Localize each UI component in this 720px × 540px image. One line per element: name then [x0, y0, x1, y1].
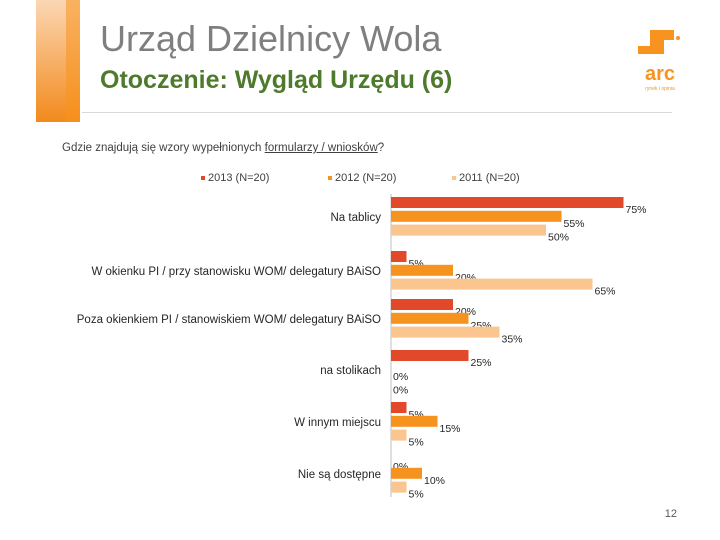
data-label-na-tablicy-2012: 55% — [564, 218, 585, 230]
data-label-na-tablicy-2011: 50% — [548, 232, 569, 244]
data-label-na-stolikach-2013: 25% — [471, 357, 492, 369]
bar-na-tablicy-2011 — [391, 224, 546, 236]
legend-label-2011: 2011 (N=20) — [459, 172, 520, 184]
bar-poza-okienkiem-2011 — [391, 326, 500, 338]
bar-w-innym-miejscu-2012 — [391, 415, 438, 427]
data-label-poza-okienkiem-2011: 35% — [502, 334, 523, 346]
bar-w-okienku-2012 — [391, 264, 453, 276]
page-title: Urząd Dzielnicy Wola — [100, 18, 442, 59]
bar-poza-okienkiem-2012 — [391, 312, 469, 324]
legend-swatch-2013 — [201, 176, 205, 181]
data-label-w-okienku-2011: 65% — [595, 286, 616, 298]
svg-text:rynek i opinia: rynek i opinia — [645, 86, 675, 92]
svg-text:arc: arc — [645, 63, 675, 85]
question-underlined: formularzy / wniosków — [264, 142, 378, 154]
bar-nie-sa-dostepne-2012 — [391, 467, 422, 479]
brand-accent-bar — [36, 0, 80, 122]
bar-na-tablicy-2012 — [391, 210, 562, 222]
data-label-w-innym-miejscu-2012: 15% — [440, 423, 461, 435]
legend-label-2013: 2013 (N=20) — [208, 172, 270, 184]
question-prefix: Gdzie znajdują się wzory wypełnionych — [62, 142, 265, 154]
legend-item-2012: 2012 (N=20) — [328, 172, 396, 184]
category-label-na-tablicy: Na tablicy — [331, 212, 382, 224]
category-label-na-stolikach: na stolikach — [320, 365, 381, 377]
legend-swatch-2012 — [328, 176, 332, 181]
category-label-poza-okienkiem: Poza okienkiem PI / stanowiskiem WOM/ de… — [77, 314, 381, 326]
bar-w-innym-miejscu-2011 — [391, 429, 407, 441]
data-label-na-stolikach-2012: 0% — [393, 371, 408, 383]
legend-item-2013: 2013 (N=20) — [201, 172, 269, 184]
bar-na-stolikach-2013 — [391, 350, 469, 361]
data-label-nie-sa-dostepne-2012: 10% — [424, 475, 445, 487]
bar-w-innym-miejscu-2013 — [391, 402, 407, 413]
bar-w-okienku-2011 — [391, 278, 593, 290]
category-label-w-innym-miejscu: W innym miejscu — [294, 417, 381, 429]
question-suffix: ? — [377, 142, 385, 154]
bar-w-okienku-2013 — [391, 251, 407, 262]
legend-swatch-2011 — [452, 176, 456, 181]
survey-question: Gdzie znajdują się wzory wypełnionych fo… — [62, 142, 384, 154]
data-label-na-tablicy-2013: 75% — [626, 204, 647, 216]
page-number: 12 — [664, 508, 677, 520]
category-label-w-okienku: W okienku PI / przy stanowisku WOM/ dele… — [91, 266, 381, 278]
legend-item-2011: 2011 (N=20) — [452, 172, 520, 184]
data-label-na-stolikach-2011: 0% — [393, 385, 408, 397]
header-divider — [82, 112, 672, 113]
bar-nie-sa-dostepne-2011 — [391, 481, 407, 493]
bar-poza-okienkiem-2013 — [391, 299, 453, 310]
arc-logo: arc rynek i opinia — [638, 30, 680, 92]
legend-label-2012: 2012 (N=20) — [335, 172, 397, 184]
page-subtitle: Otoczenie: Wygląd Urzędu (6) — [100, 66, 453, 94]
bar-na-tablicy-2013 — [391, 197, 624, 208]
data-label-w-innym-miejscu-2011: 5% — [409, 437, 424, 449]
data-label-nie-sa-dostepne-2011: 5% — [409, 489, 424, 501]
category-label-nie-sa-dostepne: Nie są dostępne — [298, 469, 381, 481]
